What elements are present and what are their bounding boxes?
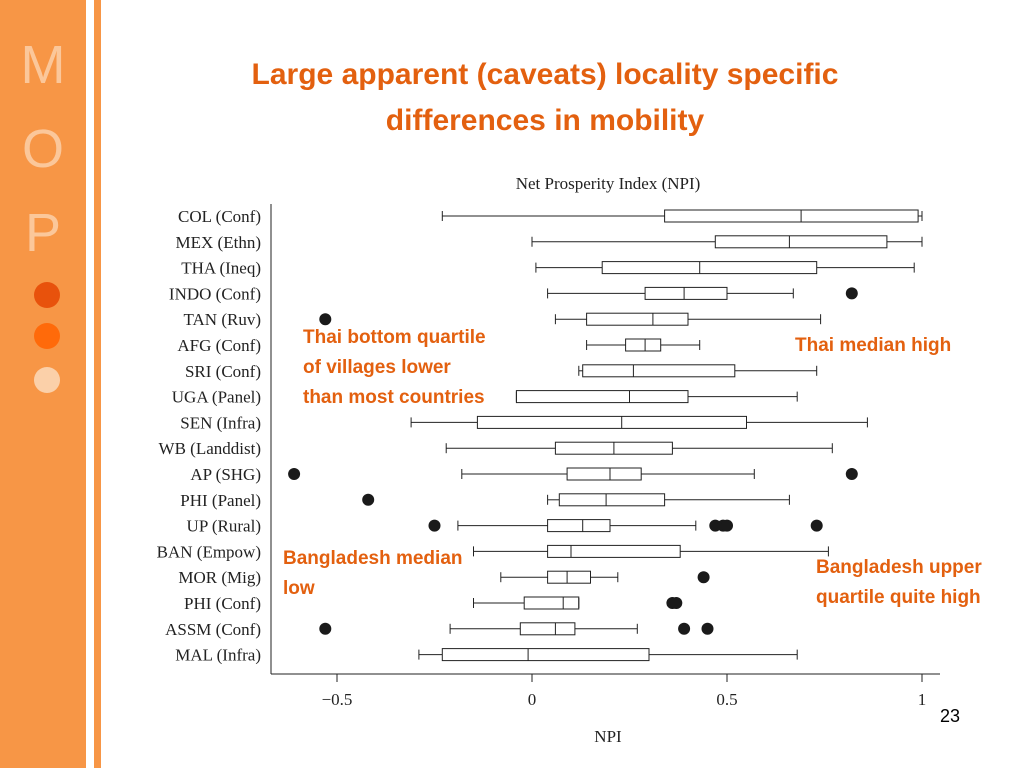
logo-letter-p: P bbox=[24, 203, 62, 263]
row-label: TAN (Ruv) bbox=[184, 310, 262, 329]
iqr-box bbox=[582, 364, 736, 378]
plot-layer: −0.5 0 0.5 1 COL (Conf) MEX (Ethn) THA (Ineq) I… bbox=[157, 204, 940, 709]
callout-line: Thai bottom quartile bbox=[303, 327, 486, 348]
iqr-box bbox=[558, 493, 666, 507]
callout-thai-bottom-quartile: Thai bottom quartile of villages lower t… bbox=[303, 323, 486, 413]
logo-letter-m: M bbox=[20, 35, 66, 95]
row-label: AP (SHG) bbox=[190, 465, 261, 484]
iqr-box bbox=[515, 390, 689, 404]
slide-title: Large apparent (caveats) locality specif… bbox=[150, 52, 940, 144]
logo-dot-medium bbox=[34, 323, 60, 349]
iqr-box bbox=[547, 570, 591, 584]
row-label: MEX (Ethn) bbox=[176, 233, 261, 252]
outlier-point bbox=[701, 622, 714, 635]
x-tick-label: 0.5 bbox=[716, 690, 737, 709]
logo-dot-light bbox=[34, 367, 60, 393]
outlier-point bbox=[810, 519, 823, 532]
iqr-box bbox=[714, 235, 888, 249]
iqr-box bbox=[547, 519, 611, 533]
row-label: MOR (Mig) bbox=[178, 568, 261, 587]
row-label: PHI (Panel) bbox=[180, 491, 261, 510]
iqr-box bbox=[547, 544, 681, 558]
iqr-box bbox=[586, 312, 689, 326]
x-tick-label: 1 bbox=[918, 690, 927, 709]
callout-bangladesh-median: Bangladesh median low bbox=[283, 544, 463, 604]
iqr-box bbox=[523, 596, 580, 610]
callout-line: of villages lower bbox=[303, 357, 451, 378]
iqr-box bbox=[601, 261, 818, 275]
row-label: BAN (Empow) bbox=[157, 542, 261, 561]
callout-line: than most countries bbox=[303, 387, 485, 408]
iqr-box bbox=[644, 286, 728, 300]
iqr-box bbox=[519, 622, 576, 636]
callout-line: low bbox=[283, 578, 315, 599]
iqr-box bbox=[566, 467, 642, 481]
iqr-box bbox=[625, 338, 662, 352]
iqr-box bbox=[441, 648, 650, 662]
outlier-point bbox=[319, 622, 332, 635]
x-tick-label: 0 bbox=[528, 690, 537, 709]
x-axis-label: NPI bbox=[594, 727, 622, 746]
row-label: PHI (Conf) bbox=[184, 594, 261, 613]
slide-title-line-1: Large apparent (caveats) locality specif… bbox=[251, 58, 839, 91]
callout-line: Bangladesh upper bbox=[816, 557, 982, 578]
outlier-point bbox=[288, 468, 301, 480]
row-label: UP (Rural) bbox=[187, 517, 261, 536]
chart-title: Net Prosperity Index (NPI) bbox=[516, 174, 701, 193]
outlier-point bbox=[428, 519, 441, 532]
slide-number: 23 bbox=[939, 706, 961, 726]
iqr-box bbox=[664, 209, 919, 223]
outlier-point bbox=[845, 287, 858, 300]
row-label: COL (Conf) bbox=[178, 207, 261, 226]
callout-thai-median: Thai median high bbox=[795, 335, 952, 356]
outlier-point bbox=[721, 519, 733, 532]
iqr-box bbox=[476, 415, 747, 429]
outlier-point bbox=[362, 493, 375, 506]
outlier-point bbox=[845, 468, 858, 480]
slide-title-line-2: differences in mobility bbox=[385, 104, 705, 137]
row-label: SRI (Conf) bbox=[185, 362, 261, 381]
outlier-point bbox=[697, 571, 710, 584]
row-label: THA (Ineq) bbox=[181, 259, 261, 278]
sidebar-band: M O P bbox=[0, 0, 86, 768]
callout-line: quartile quite high bbox=[816, 587, 981, 608]
logo-dot-dark bbox=[34, 282, 60, 308]
row-label: SEN (Infra) bbox=[180, 413, 261, 432]
row-label: AFG (Conf) bbox=[177, 336, 261, 355]
callout-bangladesh-upper-quartile: Bangladesh upper quartile quite high bbox=[816, 553, 982, 613]
outlier-point bbox=[670, 597, 683, 609]
row-label: MAL (Infra) bbox=[175, 646, 261, 665]
logo-letter-o: O bbox=[21, 119, 64, 179]
callout-line: Bangladesh median bbox=[283, 548, 463, 569]
outlier-point bbox=[319, 313, 332, 326]
row-label: WB (Landdist) bbox=[159, 439, 261, 458]
row-label: ASSM (Conf) bbox=[165, 620, 261, 639]
row-label: UGA (Panel) bbox=[172, 388, 261, 407]
row-label: INDO (Conf) bbox=[169, 284, 261, 303]
outlier-point bbox=[678, 622, 691, 635]
sidebar-divider bbox=[94, 0, 101, 768]
x-tick-label: −0.5 bbox=[322, 690, 353, 709]
